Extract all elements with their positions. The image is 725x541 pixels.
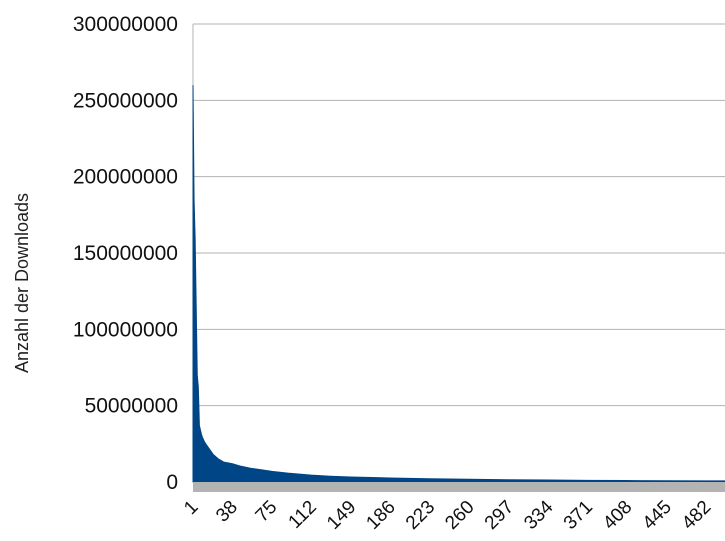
x-tick-label: 371	[560, 497, 597, 534]
y-axis-ticks: 0 50000000 100000000 150000000 200000000 2500…	[73, 13, 178, 494]
y-tick-label: 0	[166, 471, 178, 494]
x-tick-label: 1	[180, 497, 202, 519]
y-tick-label: 300000000	[73, 13, 178, 36]
series-area	[192, 85, 725, 483]
x-tick-label: 112	[285, 497, 321, 533]
y-tick-label: 50000000	[85, 395, 178, 418]
y-tick-label: 150000000	[73, 242, 178, 265]
x-tick-label: 75	[252, 497, 282, 527]
y-tick-label: 250000000	[73, 89, 178, 112]
x-axis-floor	[193, 482, 725, 492]
grid-lines	[192, 23, 725, 483]
x-tick-label: 260	[441, 497, 478, 534]
x-axis-ticks: 1 38 75 112 149 186 223 260 297 334 371 408 445 482	[180, 496, 715, 534]
y-tick-label: 100000000	[73, 318, 178, 341]
x-tick-label: 408	[599, 497, 636, 534]
x-tick-label: 482	[678, 497, 715, 534]
x-tick-label: 445	[639, 497, 676, 534]
plot-area	[192, 85, 725, 483]
x-tick-label: 297	[481, 497, 518, 534]
y-axis-title: Anzahl der Downloads	[12, 193, 32, 373]
y-tick-label: 200000000	[73, 166, 178, 189]
x-tick-label: 334	[520, 496, 558, 534]
x-tick-label: 186	[362, 497, 399, 534]
x-tick-label: 149	[323, 497, 360, 534]
x-tick-label: 223	[402, 497, 439, 534]
x-tick-label: 38	[212, 497, 242, 527]
